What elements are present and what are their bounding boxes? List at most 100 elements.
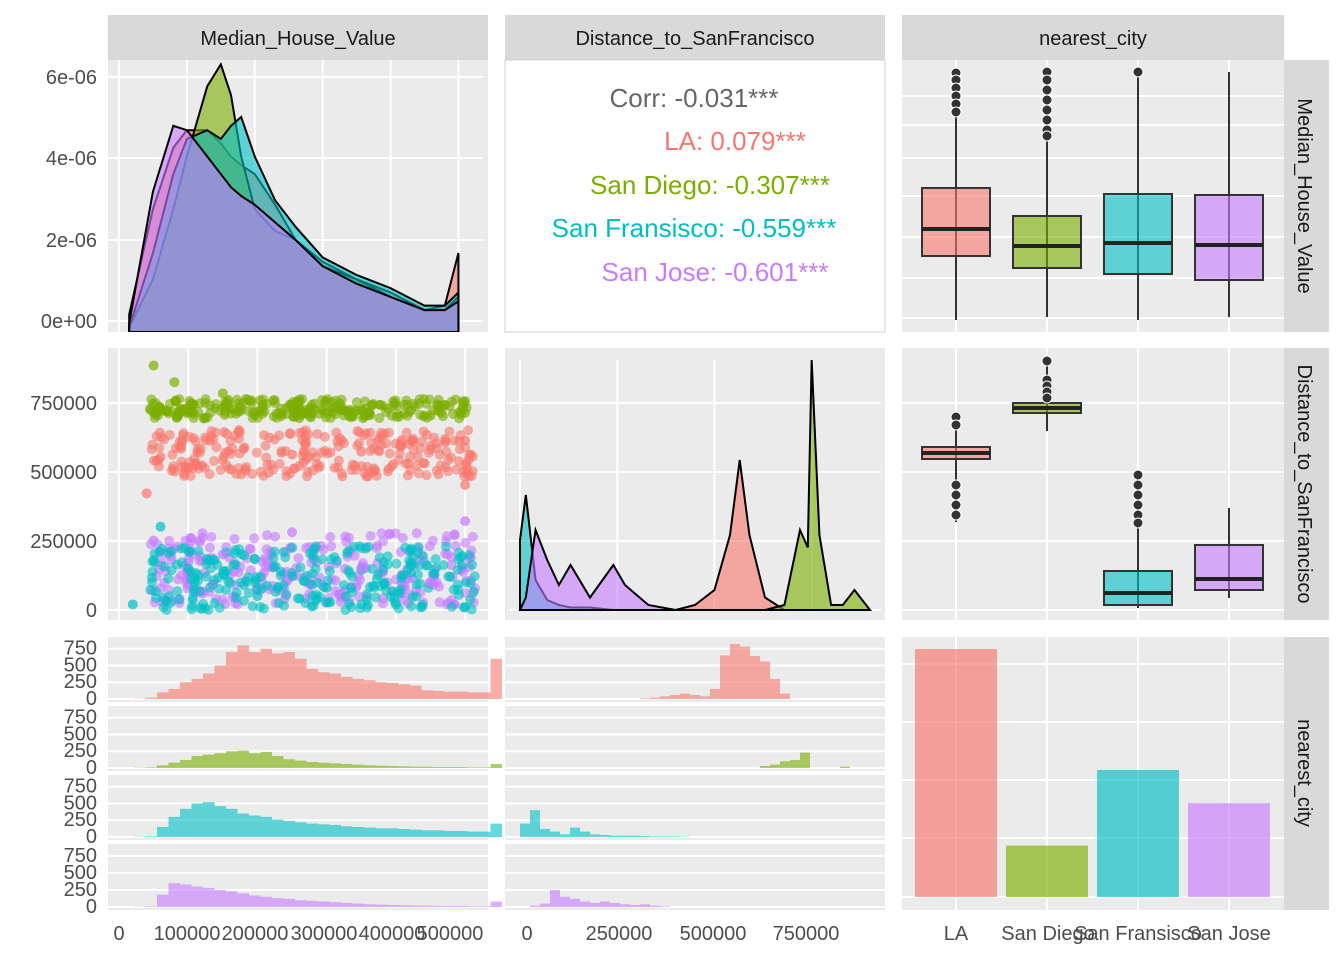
scatter-point — [406, 561, 416, 571]
col-strip-label: Median_House_Value — [200, 28, 395, 50]
scatter-point — [322, 583, 332, 593]
scatter-point — [281, 589, 291, 599]
scatter-point — [460, 436, 470, 446]
scatter-point — [175, 437, 185, 447]
box-outlier — [1042, 115, 1052, 125]
hist-bar — [670, 836, 680, 837]
scatter-point — [252, 448, 262, 458]
scatter-point — [313, 577, 323, 587]
hist-bar — [261, 649, 273, 699]
hist-bar — [570, 828, 580, 837]
corr-overall: Corr: -0.031*** — [609, 83, 778, 113]
box-outlier — [1042, 393, 1052, 403]
scatter-point — [150, 413, 160, 423]
hist-bar — [433, 906, 445, 907]
hist-bar — [203, 802, 215, 837]
hist-bar — [770, 679, 780, 699]
hist-bar — [456, 692, 468, 699]
scatter-point — [155, 402, 165, 412]
scatter-point — [346, 602, 356, 612]
scatter-point — [228, 404, 238, 414]
hist-bar — [387, 766, 399, 768]
y-tick-label: 750000 — [30, 393, 97, 415]
scatter-point — [355, 603, 365, 613]
scatter-point — [264, 432, 274, 442]
hist-bar — [180, 760, 192, 768]
hist-bar — [422, 906, 434, 907]
box-san-jose — [1195, 545, 1263, 590]
box-outlier — [1133, 67, 1143, 77]
x-axis-city: LA San Diego San Fransisco San Jose — [944, 923, 1271, 945]
hist-bar — [376, 682, 388, 699]
scatter-point — [269, 562, 279, 572]
hist-bar — [410, 767, 422, 768]
hist-bar — [146, 836, 158, 837]
scatter-point — [285, 428, 295, 438]
scatter-point — [258, 400, 268, 410]
scatter-point — [147, 577, 157, 587]
scatter-point — [231, 593, 241, 603]
scatter-point — [320, 432, 330, 442]
hist-bar — [261, 817, 273, 837]
box-outlier — [951, 107, 961, 117]
hist-bar — [410, 830, 422, 837]
box-san-jose — [1195, 195, 1263, 280]
scatter-point — [208, 555, 218, 565]
hist-bar — [261, 897, 273, 907]
bar-la — [915, 649, 997, 897]
hist-bar — [580, 832, 590, 837]
hist-bar — [341, 764, 353, 768]
hist-bar — [169, 763, 181, 768]
hist-bar — [710, 689, 720, 699]
hist-bar — [226, 652, 238, 699]
scatter-point — [449, 585, 459, 595]
scatter-point — [356, 405, 366, 415]
y-tick-label: 750 — [64, 776, 97, 798]
y-tick-label: 0 — [86, 600, 97, 622]
scatter-point — [412, 528, 422, 538]
hist-bar — [750, 656, 760, 699]
hist-bar — [456, 767, 468, 768]
x-tick-label: 0 — [521, 923, 532, 945]
scatter-point — [307, 602, 317, 612]
hist-bar — [456, 906, 468, 907]
hist-bar — [180, 682, 192, 699]
scatter-point — [239, 580, 249, 590]
row-strips: Median_House_Value Distance_to_SanFranci… — [1284, 60, 1329, 910]
hist-bar — [580, 902, 590, 907]
scatter-point — [149, 536, 159, 546]
y-tick-label: 250000 — [30, 531, 97, 553]
scatter-point — [277, 446, 287, 456]
scatter-point — [421, 561, 431, 571]
hist-bar — [180, 809, 192, 837]
hist-bar — [468, 832, 480, 837]
scatter-point — [439, 560, 449, 570]
y-tick-label: 750 — [64, 707, 97, 729]
hist-bar — [307, 669, 319, 699]
hist-bar — [249, 652, 261, 699]
hist-bar — [215, 890, 227, 907]
hist-bar — [330, 763, 342, 768]
scatter-point — [194, 546, 204, 556]
hist-bar — [307, 824, 319, 837]
scatter-point — [218, 388, 228, 398]
scatter-point — [435, 597, 445, 607]
hist-bar — [670, 695, 680, 699]
hist-bar — [169, 883, 181, 907]
scatter-point — [391, 559, 401, 569]
scatter-point — [209, 456, 219, 466]
box-outlier — [951, 420, 961, 430]
scatter-point — [365, 428, 375, 438]
hist-bar — [203, 755, 215, 768]
hist-bar — [318, 902, 330, 907]
scatter-point — [186, 533, 196, 543]
scatter-point — [342, 548, 352, 558]
hist-bar — [550, 890, 560, 907]
scatter-point — [378, 536, 388, 546]
hist-bar — [238, 751, 250, 768]
hist-bar — [157, 895, 169, 907]
hist-bar — [760, 661, 770, 699]
scatter-point — [205, 543, 215, 553]
hist-bar — [433, 767, 445, 768]
hist-bar — [660, 906, 670, 907]
